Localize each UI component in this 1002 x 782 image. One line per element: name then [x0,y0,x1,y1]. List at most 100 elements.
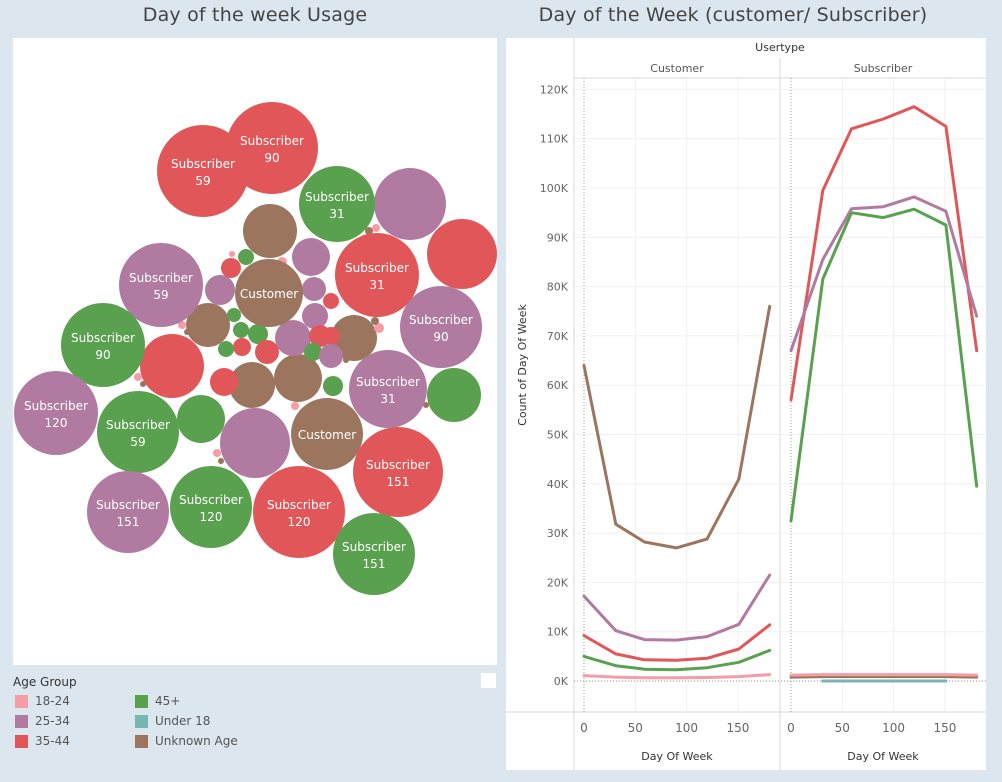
legend-item[interactable]: 25-34 [15,714,70,728]
bubble[interactable] [291,398,363,470]
bubble[interactable] [274,354,322,402]
bubble[interactable] [218,458,224,464]
bubble[interactable] [291,402,299,410]
y-tick-label: 0K [554,675,569,688]
bubble[interactable] [186,303,230,347]
bubble[interactable] [302,303,328,329]
bubble[interactable] [333,513,415,595]
bubble[interactable] [61,303,145,387]
panel-header: Customer [650,62,704,75]
bubble[interactable] [170,466,252,548]
bubble[interactable] [319,344,343,368]
bubble-value: 31 [369,278,384,292]
bubble[interactable] [304,343,322,361]
series-line[interactable] [582,304,772,550]
bubble[interactable] [220,408,290,478]
series-line[interactable] [789,207,979,523]
bubble[interactable] [140,381,146,387]
bubble[interactable] [275,320,311,356]
series-line[interactable] [789,675,979,679]
bubble[interactable] [184,329,190,335]
bubble-chart: Subscriber 90 Subscriber 59 Subscriber 31 Subs… [14,102,497,595]
bubble[interactable] [427,219,497,289]
legend-swatch [15,694,28,708]
bubble-label: Subscriber [409,313,473,327]
y-tick-label: 60K [547,379,569,392]
bubble-label: Customer [240,287,298,301]
bubble[interactable] [427,368,481,422]
bubble[interactable] [229,251,235,257]
legend-label: 45+ [155,694,181,708]
bubble[interactable] [213,449,221,457]
bubble-value: 90 [95,348,110,362]
bubble[interactable] [177,395,225,443]
bubble[interactable] [371,317,379,325]
bubble[interactable] [134,373,142,381]
column-header: Usertype [755,41,805,54]
bubble[interactable] [140,334,204,398]
bubble[interactable] [238,249,254,265]
bubble[interactable] [302,277,326,301]
series-line[interactable] [789,673,979,677]
series-line[interactable] [582,673,772,680]
bubble[interactable] [233,338,251,356]
bubble[interactable] [119,243,203,327]
series-line[interactable] [789,195,979,353]
bubble[interactable] [299,166,375,242]
bubble[interactable] [343,357,349,363]
bubble-label: Subscriber [305,190,369,204]
legend-label: 35-44 [35,734,70,748]
y-tick-label: 70K [547,330,569,343]
bubble[interactable] [400,286,482,368]
bubble[interactable] [233,322,249,338]
bubble[interactable] [323,293,339,309]
bubble[interactable] [323,376,343,396]
series-line[interactable] [582,623,772,662]
legend-collapse-box[interactable] [481,673,496,688]
x-tick-label: 100 [882,721,905,735]
bubble[interactable] [292,238,330,276]
bubble[interactable] [97,391,179,473]
bubble[interactable] [243,204,297,258]
bubble[interactable] [349,350,427,428]
bubble[interactable] [335,233,419,317]
legend-item[interactable]: 45+ [135,694,180,708]
bubble-value: 120 [288,515,311,529]
bubble[interactable] [157,125,249,217]
bubble[interactable] [218,341,234,357]
bubble[interactable] [178,321,186,329]
series-line[interactable] [582,648,772,672]
bubble[interactable] [248,324,268,344]
bubble[interactable] [210,368,238,396]
bubble[interactable] [221,258,241,278]
bubble[interactable] [374,168,446,240]
bubble[interactable] [14,371,98,455]
bubble[interactable] [255,340,279,364]
bubble[interactable] [309,325,331,347]
bubble-value: 151 [117,515,140,529]
bubble[interactable] [205,275,235,305]
bubble[interactable] [331,315,377,361]
bubble[interactable] [372,224,380,232]
bubble[interactable] [87,471,169,553]
legend-item[interactable]: Unknown Age [135,734,238,748]
bubble[interactable] [374,323,384,333]
y-tick-label: 100K [540,182,569,195]
legend-item[interactable]: Under 18 [135,714,210,728]
bubble[interactable] [235,259,303,327]
bubble-value: 151 [363,557,386,571]
legend-title: Age Group [13,675,77,689]
bubble[interactable] [227,308,241,322]
legend-item[interactable]: 35-44 [15,734,70,748]
legend-item[interactable]: 18-24 [15,694,70,708]
bubble[interactable] [353,427,443,517]
line-chart: Usertype Customer Subscriber 0K 10K 20K 30K 40K… [506,38,986,770]
bubble-label: Subscriber [24,399,88,413]
series-line[interactable] [582,573,772,642]
bubble[interactable] [229,362,275,408]
bubble-value: 59 [153,288,168,302]
series-line[interactable] [789,105,979,402]
bubble[interactable] [423,402,429,408]
bubble[interactable] [365,227,373,235]
bubble[interactable] [253,466,345,558]
